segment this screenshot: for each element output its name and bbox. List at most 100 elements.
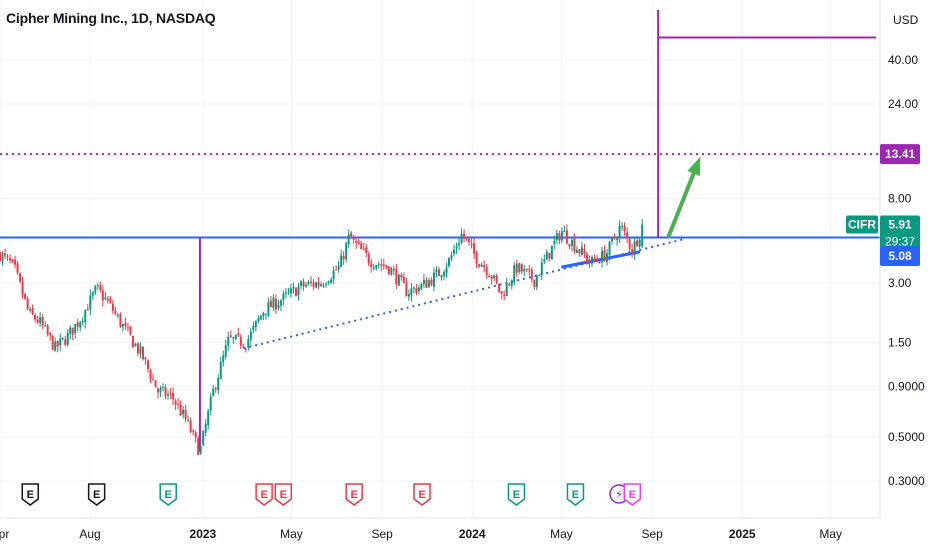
candle-body — [480, 264, 483, 267]
candle-body — [11, 259, 14, 261]
candle-body — [152, 379, 155, 381]
candle-body — [252, 325, 255, 330]
candle-body — [470, 244, 473, 246]
candle-body — [636, 240, 639, 246]
x-tick-label: Aug — [79, 527, 100, 541]
marker-label: E — [93, 489, 100, 501]
candle-body — [611, 238, 614, 242]
candle-body — [585, 253, 588, 262]
candle-body — [608, 241, 611, 256]
earnings-marker[interactable]: E — [623, 483, 642, 506]
candle-body — [259, 315, 262, 320]
candle-body — [463, 233, 466, 238]
candle-body — [320, 284, 323, 287]
candle-body — [149, 370, 152, 380]
marker-label: E — [629, 489, 636, 501]
chart-title: Cipher Mining Inc., 1D, NASDAQ — [6, 10, 216, 26]
candle-body — [1, 253, 4, 261]
candle-body — [628, 238, 631, 249]
candle-body — [305, 284, 308, 287]
candle-body — [229, 335, 232, 337]
candle-body — [367, 254, 370, 264]
candle-body — [217, 378, 220, 391]
earnings-marker[interactable]: E — [87, 483, 106, 506]
candle-body — [34, 314, 37, 320]
candle-body — [284, 292, 287, 294]
candle-body — [51, 335, 54, 350]
marker-shape — [345, 483, 363, 506]
y-tick-label: 0.5000 — [888, 430, 925, 444]
marker-label: E — [260, 489, 267, 501]
candle-body — [432, 272, 435, 287]
currency-label: USD — [893, 13, 919, 27]
candle-body — [249, 331, 252, 340]
candle-body — [199, 445, 202, 454]
candle-body — [498, 283, 501, 292]
candle-body — [422, 279, 425, 285]
candle-body — [478, 264, 481, 267]
candle-body — [287, 292, 290, 294]
candle-body — [395, 269, 398, 285]
candle-body — [548, 252, 551, 259]
candle-body — [202, 431, 205, 446]
earnings-marker[interactable]: E — [159, 483, 177, 506]
earnings-marker[interactable]: ⚡ — [609, 484, 629, 504]
candle-body — [533, 279, 536, 287]
candle-body — [500, 291, 503, 294]
marker-label: E — [280, 489, 287, 501]
candle-body — [420, 283, 423, 289]
candle-body — [350, 232, 353, 239]
candle-body — [144, 357, 147, 360]
candle-body — [465, 237, 468, 240]
candle-body — [410, 288, 413, 296]
candle-body — [530, 269, 533, 280]
candle-body — [56, 341, 59, 347]
marker-label: E — [513, 489, 520, 501]
event-markers[interactable]: E E E E E E E E E ⚡ E — [21, 483, 642, 506]
candle-body — [593, 258, 596, 261]
earnings-marker[interactable]: E — [507, 483, 526, 506]
candle-body — [583, 248, 586, 255]
candle-body — [209, 396, 212, 411]
candle-body — [39, 317, 42, 323]
candle-body — [626, 232, 629, 239]
earnings-marker[interactable]: E — [274, 483, 293, 506]
earnings-marker[interactable]: E — [566, 483, 585, 506]
candle-body — [94, 286, 97, 293]
candle-body — [272, 297, 275, 308]
candle-body — [598, 261, 601, 264]
marker-shape — [159, 483, 177, 506]
candle-body — [596, 259, 599, 261]
earnings-marker[interactable]: E — [21, 483, 39, 506]
candle-body — [568, 244, 571, 247]
candle-body — [510, 280, 513, 287]
candle-body — [172, 392, 175, 400]
target-price-label: 13.41 — [885, 147, 915, 161]
earnings-marker[interactable]: E — [345, 483, 363, 506]
candle-body — [563, 230, 566, 232]
y-tick-label: 24.00 — [888, 97, 918, 111]
candle-body — [21, 282, 24, 296]
marker-label: ⚡ — [615, 489, 623, 501]
target-arrow-head — [687, 156, 701, 176]
marker-label: E — [572, 489, 579, 501]
candle-body — [126, 327, 129, 329]
candle-body — [41, 317, 44, 326]
candle-body — [54, 341, 57, 351]
candle-body — [641, 224, 644, 247]
earnings-marker[interactable]: E — [255, 483, 273, 506]
candle-body — [565, 230, 568, 244]
earnings-marker[interactable]: E — [413, 483, 431, 506]
candle-body — [16, 263, 19, 273]
drawing-layer — [0, 10, 880, 452]
candle-body — [437, 269, 440, 276]
y-tick-label: 40.00 — [888, 53, 918, 67]
candle-body — [121, 324, 124, 327]
candle-body — [372, 267, 375, 269]
symbol-label: CIFR — [848, 218, 876, 232]
candle-body — [400, 274, 403, 278]
candle-body — [402, 276, 405, 283]
candle-body — [458, 243, 461, 246]
